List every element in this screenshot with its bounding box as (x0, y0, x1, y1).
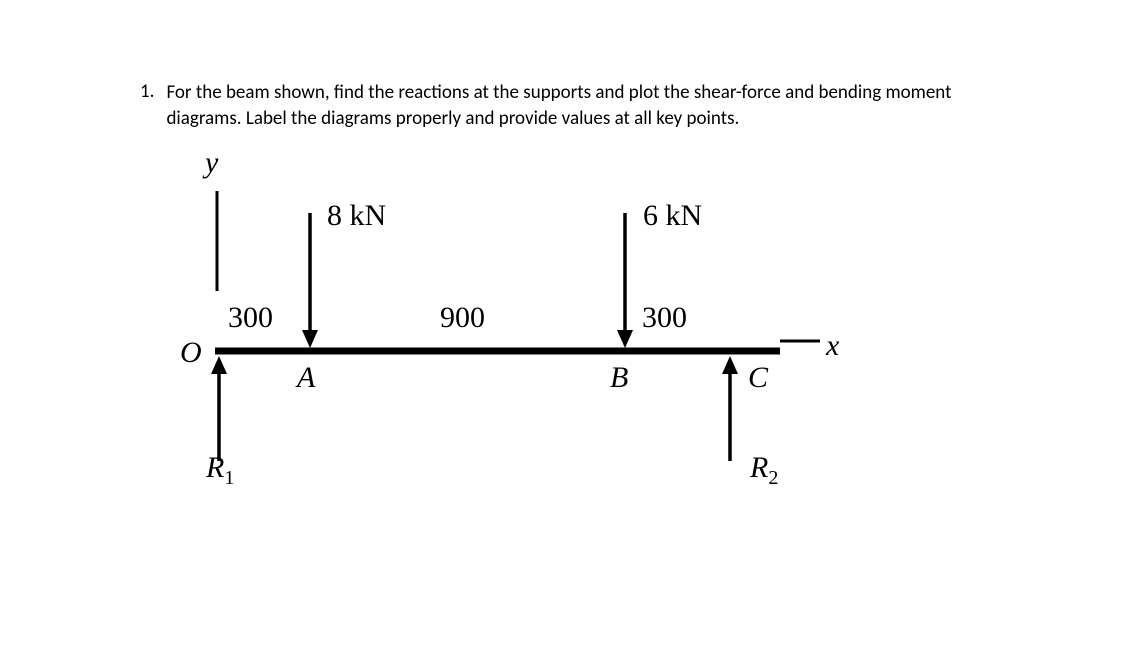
problem-number: 1. (140, 80, 154, 103)
x-axis-label: x (826, 329, 839, 363)
r1-sub: 1 (224, 467, 234, 489)
dim-300-left: 300 (228, 301, 273, 335)
point-b: B (610, 361, 628, 395)
reaction-r2: R2 (750, 451, 778, 490)
point-c: C (748, 361, 768, 395)
reaction-r1: R1 (206, 451, 234, 490)
origin-label: O (180, 336, 202, 370)
dim-300-right: 300 (642, 301, 687, 335)
force-label-8kn: 8 kN (327, 199, 386, 233)
diagram-svg (190, 151, 890, 521)
force-label-6kn: 6 kN (643, 199, 702, 233)
point-a: A (297, 361, 315, 395)
beam-diagram: y 8 kN 6 kN 300 900 300 O A (190, 151, 890, 521)
problem-text-body: For the beam shown, find the reactions a… (166, 80, 985, 131)
r2-sub: 2 (768, 467, 778, 489)
problem-statement: 1. For the beam shown, find the reaction… (140, 80, 985, 131)
r1-base: R (206, 451, 224, 484)
r2-base: R (750, 451, 768, 484)
dim-900: 900 (440, 301, 485, 335)
